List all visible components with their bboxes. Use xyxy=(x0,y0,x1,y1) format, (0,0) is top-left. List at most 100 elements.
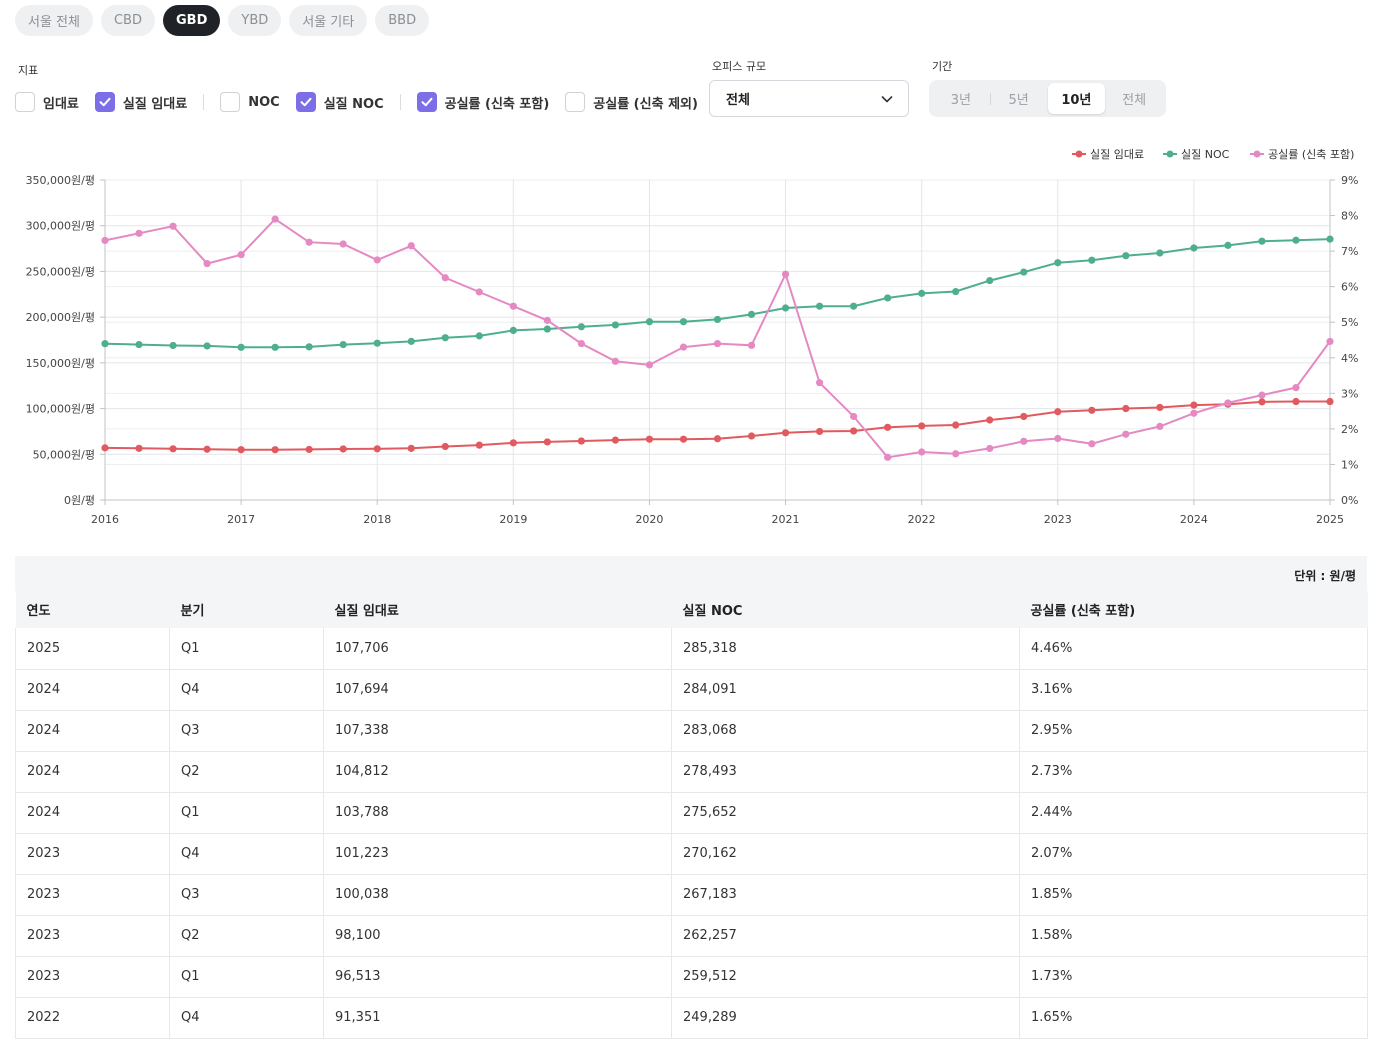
data-point xyxy=(1258,237,1266,245)
cell-year: 2024 xyxy=(15,792,170,834)
table-row: 2024 Q4 107,694 284,091 3.16% xyxy=(15,669,1368,711)
region-tab-seoul-all[interactable]: 서울 전체 xyxy=(15,5,93,36)
metric-rent[interactable]: 임대료 xyxy=(15,92,79,112)
metric-vacancy-incl-new[interactable]: 공실률 (신축 포함) xyxy=(416,92,550,112)
region-tab-seoul-other[interactable]: 서울 기타 xyxy=(289,5,368,36)
table-row: 2023 Q3 100,038 267,183 1.85% xyxy=(15,874,1368,916)
legend-swatch-dot xyxy=(1253,150,1261,158)
cell-real-rent: 107,706 xyxy=(323,628,672,670)
data-point xyxy=(271,215,279,223)
data-point xyxy=(441,274,449,282)
region-tab-bbd[interactable]: BBD xyxy=(375,5,430,36)
data-point xyxy=(747,432,756,440)
metric-vacancy-excl-new[interactable]: 공실률 (신축 제외) xyxy=(565,92,698,112)
period-5y[interactable]: 5년 xyxy=(989,83,1048,114)
data-point xyxy=(509,326,517,334)
data-point xyxy=(850,427,858,435)
series-real-rent xyxy=(101,397,1334,454)
data-point xyxy=(135,444,143,452)
cell-vacancy: 2.07% xyxy=(1019,833,1368,875)
x-tick-label: 2019 xyxy=(499,513,527,526)
rent-checkbox[interactable] xyxy=(15,92,35,112)
data-point xyxy=(713,315,722,324)
y-left-tick-label: 0원/평 xyxy=(64,494,95,507)
metric-vacancy-incl-new-label: 공실률 (신축 포함) xyxy=(444,96,550,112)
cell-quarter: Q2 xyxy=(169,751,324,793)
x-tick-label: 2025 xyxy=(1316,513,1344,526)
office-size-select[interactable]: 전체 xyxy=(709,80,909,117)
data-point xyxy=(271,343,279,351)
data-point xyxy=(1326,235,1334,243)
data-point xyxy=(611,357,620,365)
data-table: 단위 : 원/평 연도 분기 실질 임대료 실질 NOC 공실률 (신축 포함)… xyxy=(15,556,1368,1039)
region-tab-gbd[interactable]: GBD xyxy=(163,5,221,36)
metric-vacancy-excl-new-label: 공실률 (신축 제외) xyxy=(593,96,698,112)
chevron-down-icon xyxy=(881,95,893,102)
data-point xyxy=(1224,241,1232,249)
legend-label: 실질 NOC xyxy=(1181,148,1230,161)
legend-label: 실질 임대료 xyxy=(1090,148,1144,161)
data-point xyxy=(918,289,926,297)
cell-real-rent: 91,351 xyxy=(323,997,672,1039)
vacancy-excl-new-checkbox[interactable] xyxy=(565,92,586,112)
cell-real-rent: 100,038 xyxy=(323,874,672,916)
col-header-vacancy: 공실률 (신축 포함) xyxy=(1019,591,1368,628)
data-point xyxy=(577,339,585,348)
cell-quarter: Q1 xyxy=(169,956,324,998)
data-point xyxy=(952,287,960,296)
metric-real-noc[interactable]: 실질 NOC xyxy=(295,92,384,112)
data-point xyxy=(1156,249,1164,257)
y-right-tick-label: 0% xyxy=(1341,494,1358,507)
cell-real-noc: 285,318 xyxy=(671,628,1020,670)
x-tick-label: 2021 xyxy=(772,513,800,526)
data-point xyxy=(475,288,483,296)
region-tab-cbd[interactable]: CBD xyxy=(100,5,155,36)
metric-real-rent[interactable]: 실질 임대료 xyxy=(94,92,187,112)
period-all[interactable]: 전체 xyxy=(1122,93,1147,108)
table-header-row: 연도 분기 실질 임대료 실질 NOC 공실률 (신축 포함) xyxy=(15,591,1368,628)
y-left-tick-label: 200,000원/평 xyxy=(26,311,95,324)
cell-real-noc: 249,289 xyxy=(671,997,1020,1039)
data-point xyxy=(101,236,109,245)
real-rent-checkbox[interactable] xyxy=(94,92,115,112)
col-header-quarter: 분기 xyxy=(169,591,324,628)
table-row: 2023 Q1 96,513 259,512 1.73% xyxy=(15,956,1368,998)
series-real-noc xyxy=(101,235,1334,351)
period-10y[interactable]: 10년 xyxy=(1047,83,1106,114)
data-point xyxy=(543,316,551,325)
region-tab-ybd[interactable]: YBD xyxy=(228,5,282,36)
data-point xyxy=(339,240,347,248)
cell-real-noc: 283,068 xyxy=(671,710,1020,752)
legend-label: 공실률 (신축 포함) xyxy=(1268,148,1354,161)
cell-vacancy: 1.73% xyxy=(1019,956,1368,998)
metric-noc[interactable]: NOC xyxy=(220,92,280,112)
table-row: 2024 Q3 107,338 283,068 2.95% xyxy=(15,710,1368,752)
x-tick-label: 2020 xyxy=(635,513,663,526)
data-point xyxy=(101,444,109,452)
data-point xyxy=(1292,397,1300,406)
noc-checkbox[interactable] xyxy=(220,92,241,112)
data-point xyxy=(1020,268,1028,276)
period-label: 기간 xyxy=(932,60,953,73)
data-point xyxy=(509,302,517,310)
period-3y[interactable]: 3년 xyxy=(950,93,971,108)
data-point xyxy=(918,448,926,456)
cell-vacancy: 1.58% xyxy=(1019,915,1368,957)
data-point xyxy=(577,323,585,331)
data-point xyxy=(1292,236,1300,244)
data-point xyxy=(305,445,313,454)
data-point xyxy=(1054,434,1062,443)
data-point xyxy=(1020,437,1028,445)
data-point xyxy=(237,251,245,259)
data-point xyxy=(203,445,211,453)
y-right-tick-label: 6% xyxy=(1341,281,1358,294)
x-tick-label: 2022 xyxy=(908,513,936,526)
vacancy-incl-new-checkbox[interactable] xyxy=(416,92,437,112)
cell-year: 2023 xyxy=(15,956,170,998)
cell-real-noc: 267,183 xyxy=(671,874,1020,916)
data-point xyxy=(1224,399,1232,407)
real-noc-checkbox[interactable] xyxy=(295,92,316,112)
data-point xyxy=(475,441,483,449)
cell-year: 2023 xyxy=(15,915,170,957)
data-point xyxy=(884,453,892,461)
